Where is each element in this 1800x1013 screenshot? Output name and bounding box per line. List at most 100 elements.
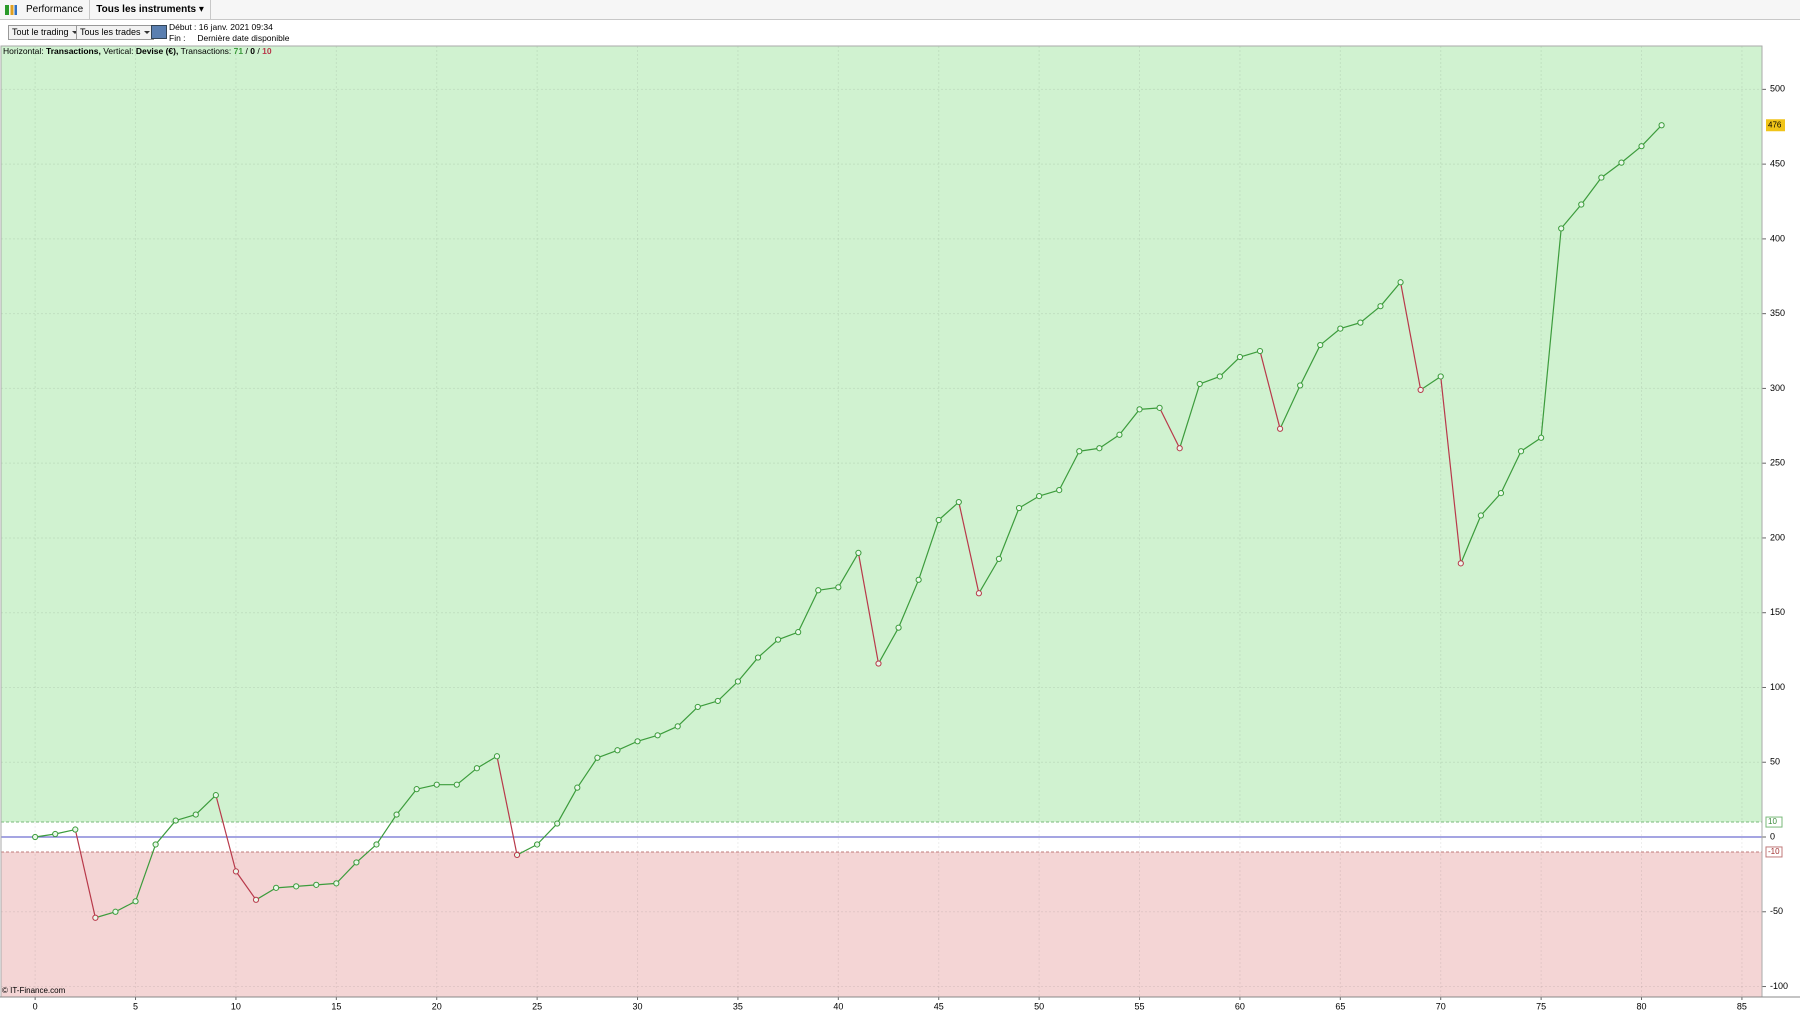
equity-point	[594, 754, 601, 761]
equity-segment	[1058, 450, 1080, 491]
equity-segment	[1540, 228, 1562, 438]
x-tick-label: 5	[133, 1001, 138, 1011]
x-tick-label: 45	[934, 1001, 944, 1011]
end-label: Fin :	[169, 33, 186, 43]
equity-segment	[1560, 204, 1582, 229]
equity-point	[815, 587, 822, 594]
equity-point	[955, 498, 962, 506]
equity-segment	[1621, 145, 1642, 164]
equity-segment	[1118, 408, 1140, 436]
equity-segment	[1099, 434, 1120, 449]
equity-point	[734, 678, 742, 685]
equity-segment	[115, 900, 136, 913]
equity-point	[754, 654, 762, 661]
equity-segment	[818, 586, 839, 591]
equity-segment	[697, 700, 719, 708]
info-value: Devise (€),	[136, 46, 179, 56]
equity-point	[1397, 279, 1404, 286]
equity-point	[1658, 122, 1665, 129]
equity-point	[513, 851, 521, 859]
equity-segment	[316, 882, 337, 886]
equity-segment	[898, 579, 920, 628]
equity-segment	[1440, 376, 1462, 564]
equity-point	[1477, 512, 1484, 519]
equity-segment	[717, 681, 739, 702]
equity-segment	[757, 639, 779, 659]
tab[interactable]: Performance	[20, 0, 91, 19]
separator: /	[257, 46, 260, 56]
band-label-box	[1765, 816, 1783, 828]
equity-segment	[536, 823, 558, 845]
x-tick-label: 15	[331, 1001, 341, 1011]
equity-point	[453, 781, 460, 788]
equity-point	[232, 868, 240, 875]
equity-point	[433, 781, 440, 788]
equity-segment	[195, 794, 217, 816]
equity-segment	[677, 706, 699, 727]
equity-point	[614, 747, 621, 754]
equity-segment	[1038, 489, 1060, 497]
app-icon	[5, 4, 17, 15]
equity-segment	[1399, 282, 1422, 391]
equity-segment	[637, 734, 658, 742]
equity-point	[795, 629, 802, 636]
x-tick-label: 50	[1034, 1001, 1044, 1011]
last-value-box	[1766, 119, 1785, 132]
equity-segment	[335, 862, 357, 884]
x-tick-label: 70	[1436, 1001, 1446, 1011]
equity-segment	[1199, 375, 1221, 385]
equity-point	[995, 555, 1003, 562]
profit-zone	[1, 46, 1762, 823]
equity-point	[1196, 380, 1203, 388]
y-tick-label: 400	[1770, 233, 1785, 243]
equity-segment	[496, 756, 518, 856]
equity-segment	[1179, 383, 1201, 449]
equity-segment	[1279, 385, 1301, 430]
equity-segment	[416, 784, 437, 790]
info-label: Vertical:	[103, 46, 133, 56]
x-tick-label: 75	[1536, 1001, 1546, 1011]
equity-segment	[978, 558, 1000, 594]
equity-segment	[74, 829, 96, 918]
equity-segment	[918, 519, 940, 581]
equity-segment	[235, 871, 257, 901]
x-tick-label: 55	[1135, 1001, 1145, 1011]
band-label: -10	[1768, 847, 1780, 856]
equity-segment	[958, 501, 980, 594]
equity-segment	[998, 507, 1020, 560]
equity-segment	[1018, 495, 1040, 509]
equity-segment	[1580, 177, 1602, 205]
equity-segment	[1601, 162, 1622, 179]
equity-point	[674, 723, 681, 730]
equity-segment	[1319, 328, 1341, 346]
y-tick-label: 450	[1770, 159, 1785, 169]
equity-point	[353, 859, 360, 866]
end-date: Dernière date disponible	[197, 33, 290, 43]
band-label: 10	[1768, 817, 1777, 826]
y-tick-label: -50	[1770, 906, 1783, 916]
equity-point	[554, 820, 561, 827]
info-label: Horizontal:	[3, 46, 44, 56]
equity-segment	[1500, 450, 1522, 494]
calendar-button[interactable]	[151, 25, 167, 39]
equity-point	[1437, 373, 1444, 380]
equity-point	[1618, 159, 1625, 166]
equity-segment	[576, 757, 598, 788]
equity-segment	[1420, 375, 1442, 391]
copyright: © IT-Finance.com	[2, 986, 66, 995]
y-tick-label: 500	[1770, 84, 1785, 94]
equity-point	[1176, 445, 1183, 452]
equity-point	[1638, 143, 1645, 150]
equity-point	[774, 636, 782, 643]
equity-segment	[95, 911, 116, 919]
equity-segment	[657, 725, 678, 736]
equity-segment	[1079, 447, 1100, 452]
x-tick-label: 40	[833, 1001, 843, 1011]
equity-point	[393, 811, 400, 818]
instruments-selector[interactable]: Tous les instruments ▾	[90, 0, 211, 19]
filters: Tout le trading Tous les trades Début : …	[0, 20, 1800, 46]
equity-segment	[1360, 305, 1381, 324]
y-tick-label: 250	[1770, 458, 1785, 468]
equity-point	[493, 753, 501, 760]
equity-segment	[1259, 350, 1281, 429]
